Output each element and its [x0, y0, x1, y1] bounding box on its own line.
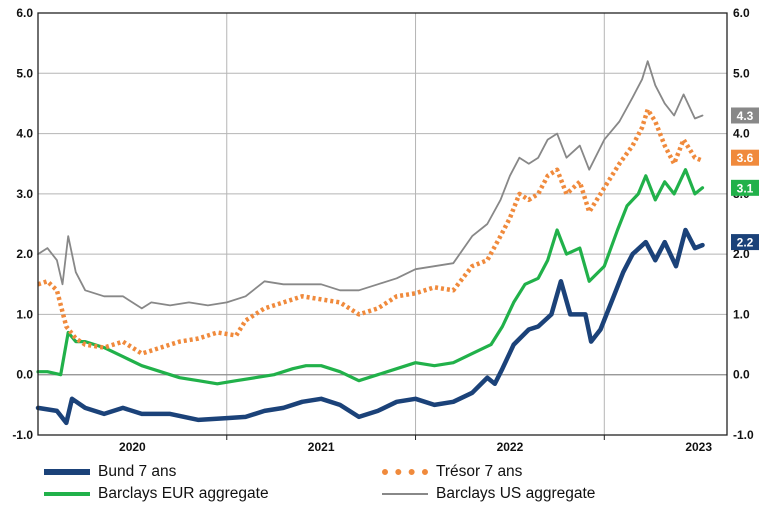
- y-tick-label-left: 1.0: [16, 307, 33, 321]
- legend-swatch-us-aggregate: [382, 493, 428, 495]
- end-label-box: [731, 179, 759, 196]
- y-axis-left: 6.0 5.0 4.0 3.0 2.0 1.0 0.0 -1.0: [12, 6, 33, 442]
- y-tick-label-left: 2.0: [16, 247, 33, 261]
- legend-swatch-eur-aggregate: [44, 492, 90, 496]
- legend-item-us-aggregate: Barclays US aggregate: [382, 485, 595, 503]
- series-line-3: [37, 60, 704, 310]
- y-tick-label-right: 1.0: [733, 307, 750, 321]
- end-label-value: 3.1: [737, 181, 754, 195]
- legend-label-bund: Bund 7 ans: [98, 463, 177, 480]
- legend-item-bund: Bund 7 ans: [44, 463, 176, 481]
- x-tick-label: 2023: [685, 440, 712, 454]
- series-layer: [35, 60, 705, 426]
- x-tick-label: 2021: [308, 440, 335, 454]
- x-tick-label: 2022: [497, 440, 524, 454]
- plot-frame: [37, 12, 728, 436]
- end-label-value: 3.6: [737, 151, 754, 165]
- y-tick-label-left: 3.0: [16, 187, 33, 201]
- legend-item-eur-aggregate: Barclays EUR aggregate: [44, 485, 269, 503]
- y-axis-right: 6.05.04.03.02.01.00.0-1.0: [733, 6, 754, 442]
- end-label-box: [731, 107, 759, 124]
- legend-label-eur-aggregate: Barclays EUR aggregate: [98, 485, 269, 502]
- y-tick-label-left: -1.0: [12, 428, 33, 442]
- y-tick-label-right: 5.0: [733, 66, 750, 80]
- axis-frame: [37, 12, 728, 436]
- end-labels: 2.2 3.6 3.1 4.3: [731, 107, 759, 251]
- y-tick-label-right: 2.0: [733, 247, 750, 261]
- y-tick-label-right: 6.0: [733, 6, 750, 20]
- y-tick-label-left: 6.0: [16, 6, 33, 20]
- y-tick-label-right: 4.0: [733, 127, 750, 141]
- series-line-2: [36, 168, 705, 386]
- y-tick-label-right: 0.0: [733, 368, 750, 382]
- y-tick-label-left: 0.0: [16, 368, 33, 382]
- end-label-box: [731, 234, 759, 251]
- y-tick-label-right: -1.0: [733, 428, 754, 442]
- legend-swatch-tresor: [382, 469, 428, 475]
- y-tick-label-left: 5.0: [16, 66, 33, 80]
- series-line-1: [37, 107, 704, 356]
- legend-item-tresor: Trésor 7 ans: [382, 463, 522, 481]
- y-tick-label-left: 4.0: [16, 127, 33, 141]
- legend-swatch-bund: [44, 469, 90, 475]
- end-label-value: 2.2: [737, 236, 754, 250]
- x-axis: 2020 2021 2022 2023: [119, 435, 712, 454]
- end-label-box: [731, 149, 759, 166]
- series-line-0: [35, 227, 705, 426]
- x-tick-label: 2020: [119, 440, 146, 454]
- legend-label-tresor: Trésor 7 ans: [436, 463, 523, 480]
- end-label-value: 4.3: [737, 109, 754, 123]
- legend-label-us-aggregate: Barclays US aggregate: [436, 485, 596, 502]
